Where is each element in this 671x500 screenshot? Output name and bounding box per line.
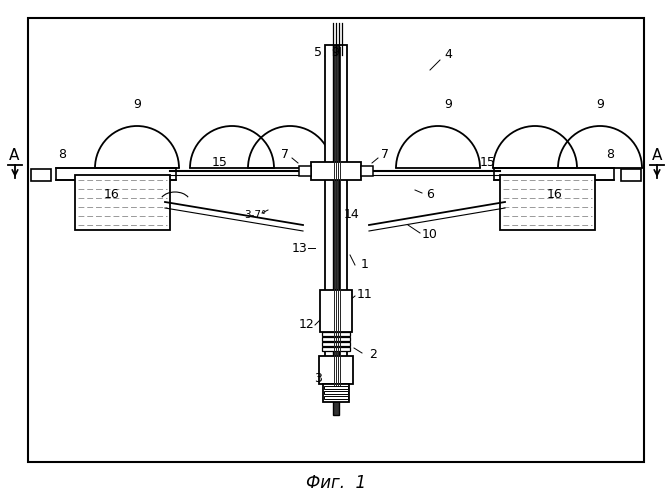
Text: 12: 12 xyxy=(299,318,315,332)
Bar xyxy=(56,168,176,180)
Bar xyxy=(311,162,361,180)
Text: 4: 4 xyxy=(444,48,452,62)
Bar xyxy=(322,342,350,346)
Text: 3: 3 xyxy=(314,372,322,384)
Bar xyxy=(322,332,350,336)
Bar xyxy=(299,166,311,176)
Bar xyxy=(494,168,614,180)
Text: 3-7°: 3-7° xyxy=(244,210,266,220)
Text: Фиг.  1: Фиг. 1 xyxy=(306,474,366,492)
Text: 8: 8 xyxy=(606,148,614,162)
Text: 2: 2 xyxy=(369,348,377,362)
Text: 6: 6 xyxy=(426,188,434,202)
Text: 9: 9 xyxy=(331,46,339,59)
Text: 9: 9 xyxy=(133,98,141,112)
Bar xyxy=(324,396,348,399)
Text: 16: 16 xyxy=(104,188,120,202)
Bar xyxy=(324,391,348,394)
Text: A: A xyxy=(9,148,19,162)
Bar xyxy=(361,166,373,176)
Bar xyxy=(322,337,350,341)
Bar xyxy=(28,18,644,462)
Text: A: A xyxy=(652,148,662,162)
Text: 5: 5 xyxy=(314,46,322,59)
Text: 1: 1 xyxy=(361,258,369,272)
Text: 7: 7 xyxy=(281,148,289,162)
Bar xyxy=(323,384,349,402)
Text: 16: 16 xyxy=(547,188,563,202)
Text: 8: 8 xyxy=(58,148,66,162)
Bar xyxy=(324,386,348,389)
Bar xyxy=(325,45,347,385)
Bar xyxy=(320,290,352,332)
Text: 15: 15 xyxy=(480,156,496,168)
Bar xyxy=(322,347,350,351)
Bar xyxy=(75,175,170,230)
Text: 9: 9 xyxy=(596,98,604,112)
Text: 7: 7 xyxy=(381,148,389,162)
Text: 10: 10 xyxy=(422,228,438,241)
Bar xyxy=(500,175,595,230)
Bar xyxy=(31,169,51,181)
Text: 15: 15 xyxy=(212,156,228,168)
Text: 11: 11 xyxy=(357,288,373,302)
Text: 9: 9 xyxy=(444,98,452,112)
Text: 13: 13 xyxy=(292,242,308,254)
Bar xyxy=(333,45,339,415)
Bar xyxy=(621,169,641,181)
Bar xyxy=(319,356,353,384)
Text: 14: 14 xyxy=(344,208,360,222)
